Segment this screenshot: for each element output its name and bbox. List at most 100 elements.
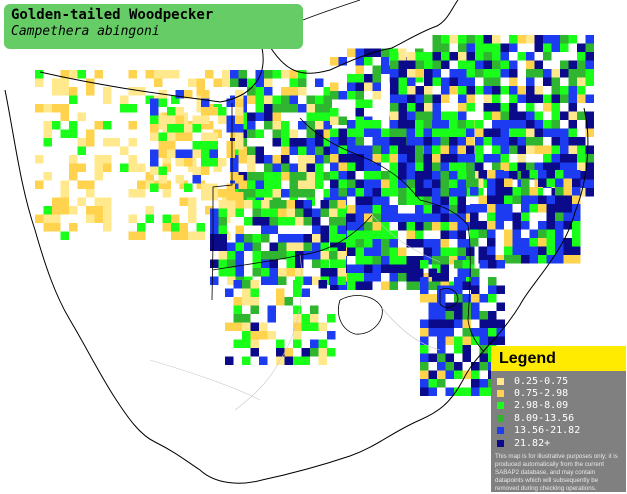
grid-cell <box>128 214 137 223</box>
grid-cell <box>449 171 458 180</box>
grid-cell <box>218 259 227 268</box>
grid-cell <box>269 276 278 285</box>
grid-cell <box>432 273 441 282</box>
grid-cell <box>167 124 176 133</box>
grid-cell <box>226 98 235 107</box>
grid-cell <box>560 111 569 120</box>
grid-cell <box>415 145 424 154</box>
grid-cell <box>432 205 441 214</box>
grid-cell <box>585 162 594 171</box>
grid-cell <box>77 70 86 79</box>
grid-cell <box>577 52 586 61</box>
grid-cell <box>364 264 373 273</box>
grid-cell <box>52 214 61 223</box>
grid-cell <box>338 179 347 188</box>
grid-cell <box>560 137 569 146</box>
grid-cell <box>284 348 293 357</box>
grid-cell <box>390 52 399 61</box>
grid-cell <box>424 60 433 69</box>
grid-cell <box>577 171 586 180</box>
grid-cell <box>423 196 432 205</box>
grid-cell <box>145 180 154 189</box>
grid-cell <box>295 217 304 226</box>
grid-cell <box>86 189 95 198</box>
grid-cell <box>242 280 251 289</box>
grid-cell <box>69 223 78 232</box>
grid-cell <box>323 172 332 181</box>
grid-cell <box>440 188 449 197</box>
grid-cell <box>529 229 538 238</box>
grid-cell <box>158 166 167 175</box>
grid-cell <box>158 132 167 141</box>
grid-cell <box>509 103 518 112</box>
grid-cell <box>420 387 429 396</box>
grid-cell <box>440 247 449 256</box>
grid-cell <box>247 129 256 138</box>
grid-cell <box>551 120 560 129</box>
grid-cell <box>60 197 69 206</box>
grid-cell <box>210 225 219 234</box>
grid-cell <box>466 86 475 95</box>
grid-cell <box>347 188 356 197</box>
grid-cell <box>329 208 338 217</box>
grid-cell <box>449 213 458 222</box>
grid-cell <box>150 132 159 141</box>
grid-cell <box>462 302 471 311</box>
grid-cell <box>470 229 479 238</box>
grid-cell <box>77 180 86 189</box>
grid-cell <box>347 281 356 290</box>
grid-cell <box>475 154 484 163</box>
grid-cell <box>381 188 390 197</box>
grid-cell <box>247 87 256 96</box>
grid-cell <box>272 180 281 189</box>
grid-cell <box>137 189 146 198</box>
grid-cell <box>407 86 416 95</box>
grid-cell <box>487 170 496 179</box>
grid-cell <box>512 229 521 238</box>
grid-cell <box>355 120 364 129</box>
grid-cell <box>284 297 293 306</box>
grid-cell <box>488 277 497 286</box>
grid-cell <box>563 178 572 187</box>
grid-cell <box>512 246 521 255</box>
grid-cell <box>407 154 416 163</box>
grid-cell <box>496 260 505 269</box>
grid-cell <box>560 154 569 163</box>
grid-cell <box>568 103 577 112</box>
grid-cell <box>496 302 505 311</box>
legend-swatch <box>497 414 504 422</box>
grid-cell <box>534 69 543 78</box>
grid-cell <box>585 77 594 86</box>
grid-cell <box>479 336 488 345</box>
grid-cell <box>568 111 577 120</box>
grid-cell <box>512 212 521 221</box>
grid-cell <box>466 154 475 163</box>
grid-cell <box>330 256 339 265</box>
grid-cell <box>269 200 278 209</box>
grid-cell <box>420 277 429 286</box>
grid-cell <box>389 188 398 197</box>
grid-cell <box>201 149 210 158</box>
grid-cell <box>475 137 484 146</box>
grid-cell <box>52 104 61 113</box>
grid-cell <box>568 60 577 69</box>
grid-cell <box>162 70 171 79</box>
grid-cell <box>389 137 398 146</box>
grid-cell <box>272 112 281 121</box>
grid-cell <box>347 128 356 137</box>
grid-cell <box>298 70 307 79</box>
grid-cell <box>184 124 193 133</box>
grid-cell <box>406 256 415 265</box>
grid-cell <box>458 35 467 44</box>
grid-cell <box>52 223 61 232</box>
grid-cell <box>372 256 381 265</box>
grid-cell <box>218 242 227 251</box>
grid-cell <box>289 189 298 198</box>
grid-cell <box>338 91 347 100</box>
grid-cell <box>35 214 44 223</box>
grid-cell <box>479 328 488 337</box>
grid-cell <box>372 179 381 188</box>
grid-cell <box>218 251 227 260</box>
grid-cell <box>457 230 466 239</box>
legend-label: 0.25-0.75 <box>514 375 569 387</box>
